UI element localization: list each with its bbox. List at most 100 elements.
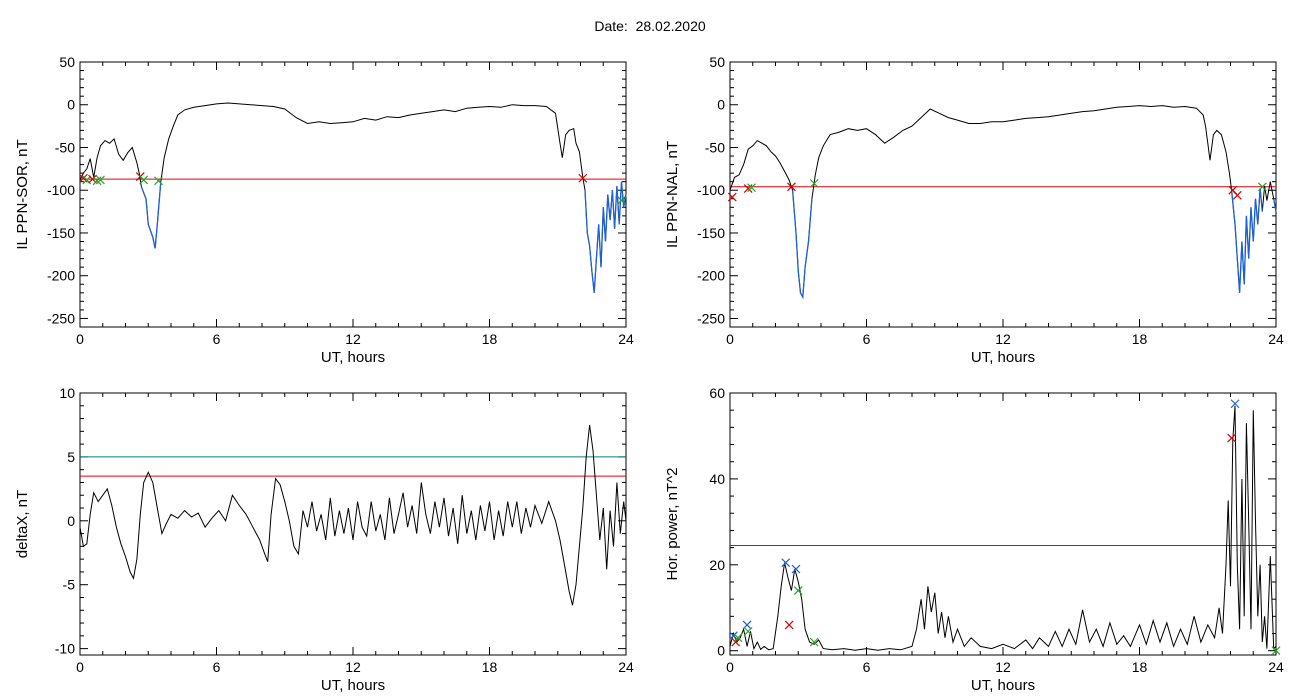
x-tick-label: 12 [345, 331, 361, 347]
y-tick-label: 0 [67, 97, 75, 113]
event-marker-stroke [743, 184, 753, 193]
y-tick-label: -5 [63, 577, 76, 593]
event-marker-stroke [731, 637, 741, 647]
y-axis-label: Hor. power, nT^2 [664, 468, 681, 581]
event-marker [578, 173, 588, 183]
y-tick-label: -250 [47, 310, 75, 326]
y-tick-label: 40 [709, 471, 725, 487]
data-series-line [79, 424, 627, 606]
x-tick-label: 12 [995, 331, 1011, 347]
x-tick-label: 24 [618, 659, 634, 675]
event-marker [731, 637, 741, 647]
data-series-line [79, 102, 627, 293]
x-tick-label: 0 [726, 331, 734, 347]
x-tick-label: 18 [1132, 331, 1148, 347]
x-tick-label: 6 [863, 331, 871, 347]
event-marker [784, 620, 794, 630]
event-marker-stroke [96, 175, 105, 185]
event-marker [809, 178, 819, 188]
event-marker-stroke [1228, 185, 1238, 195]
event-marker [809, 637, 819, 647]
disturbance-segment [791, 190, 813, 300]
event-marker-stroke [784, 620, 794, 630]
event-marker-stroke [733, 633, 743, 643]
event-marker-stroke [82, 175, 92, 185]
event-marker [139, 175, 149, 185]
plot-frame [79, 61, 627, 328]
y-tick-label: -100 [47, 182, 75, 198]
event-marker [92, 176, 102, 186]
event-marker-stroke [1271, 646, 1281, 656]
y-tick-label: 0 [67, 513, 75, 529]
event-marker [154, 176, 163, 186]
y-tick-label: -50 [55, 139, 75, 155]
event-marker [617, 196, 626, 205]
x-tick-label: 24 [618, 331, 634, 347]
x-axis-label: UT, hours [971, 677, 1035, 694]
y-axis-label: IL PPN-NAL, nT [664, 141, 681, 248]
event-marker [793, 586, 803, 595]
x-tick-label: 6 [863, 659, 871, 675]
x-tick-label: 18 [1132, 659, 1148, 675]
x-tick-label: 24 [1268, 331, 1284, 347]
y-tick-label: 5 [67, 449, 75, 465]
y-tick-label: 0 [717, 643, 725, 659]
x-tick-label: 24 [1268, 659, 1284, 675]
y-tick-label: 50 [59, 54, 75, 70]
event-marker-stroke [88, 174, 97, 184]
event-marker-stroke [1232, 190, 1242, 200]
chart-ppn-nal: 0 6 12 18 24 -250 -200 -150 -100 -50 0 50 UT, hours I… [664, 54, 1284, 366]
event-marker-stroke [1230, 399, 1240, 409]
event-marker-stroke [139, 175, 149, 185]
data-series-line [729, 405, 1277, 651]
event-marker [728, 631, 738, 641]
y-tick-label: -50 [705, 139, 725, 155]
disturbance-segment [584, 181, 627, 293]
y-tick-label: 50 [709, 54, 725, 70]
event-marker-stroke [747, 183, 757, 193]
x-axis-label: UT, hours [321, 349, 385, 366]
event-marker [781, 558, 791, 568]
disturbance-segment [1230, 188, 1263, 293]
event-marker [88, 174, 97, 184]
y-tick-label: 20 [709, 557, 725, 573]
x-axis-label: UT, hours [321, 677, 385, 694]
event-marker-stroke [787, 182, 796, 192]
x-tick-label: 6 [213, 331, 221, 347]
event-marker-stroke [154, 176, 163, 186]
event-marker [743, 184, 753, 193]
x-tick-label: 12 [995, 659, 1011, 675]
event-marker [1257, 182, 1267, 192]
y-tick-label: 60 [709, 385, 725, 401]
y-axis-label: IL PPN-SOR, nT [14, 139, 31, 249]
event-marker [1230, 399, 1240, 409]
x-tick-label: 18 [482, 659, 498, 675]
y-axis-label: deltaX, nT [14, 490, 31, 558]
y-tick-label: 0 [717, 97, 725, 113]
plot-frame [729, 61, 1277, 328]
event-marker-stroke [1257, 182, 1267, 192]
y-tick-label: -150 [47, 225, 75, 241]
chart-hor-power: 0 6 12 18 24 0 20 40 60 UT, hours Hor. power, nT^2 [664, 385, 1284, 694]
event-marker-stroke [743, 626, 753, 636]
plot-frame [79, 392, 627, 656]
event-marker [1232, 190, 1242, 200]
event-marker-stroke [793, 586, 803, 595]
event-marker [727, 192, 737, 202]
event-marker-stroke [1227, 433, 1237, 443]
event-marker [96, 175, 105, 185]
x-tick-label: 0 [76, 331, 84, 347]
y-tick-label: -150 [697, 225, 725, 241]
x-axis-label: UT, hours [971, 349, 1035, 366]
event-marker-stroke [727, 192, 737, 202]
x-tick-label: 12 [345, 659, 361, 675]
y-tick-label: -250 [697, 310, 725, 326]
event-marker-stroke [809, 637, 819, 647]
chart-ppn-sor: 0 6 12 18 24 -250 -200 -150 -100 -50 0 50 UT, hours I… [14, 54, 634, 366]
disturbance-segment [140, 181, 162, 249]
x-tick-label: 18 [482, 331, 498, 347]
y-tick-label: -10 [55, 641, 75, 657]
event-marker [791, 564, 801, 574]
event-marker-stroke [728, 631, 738, 641]
